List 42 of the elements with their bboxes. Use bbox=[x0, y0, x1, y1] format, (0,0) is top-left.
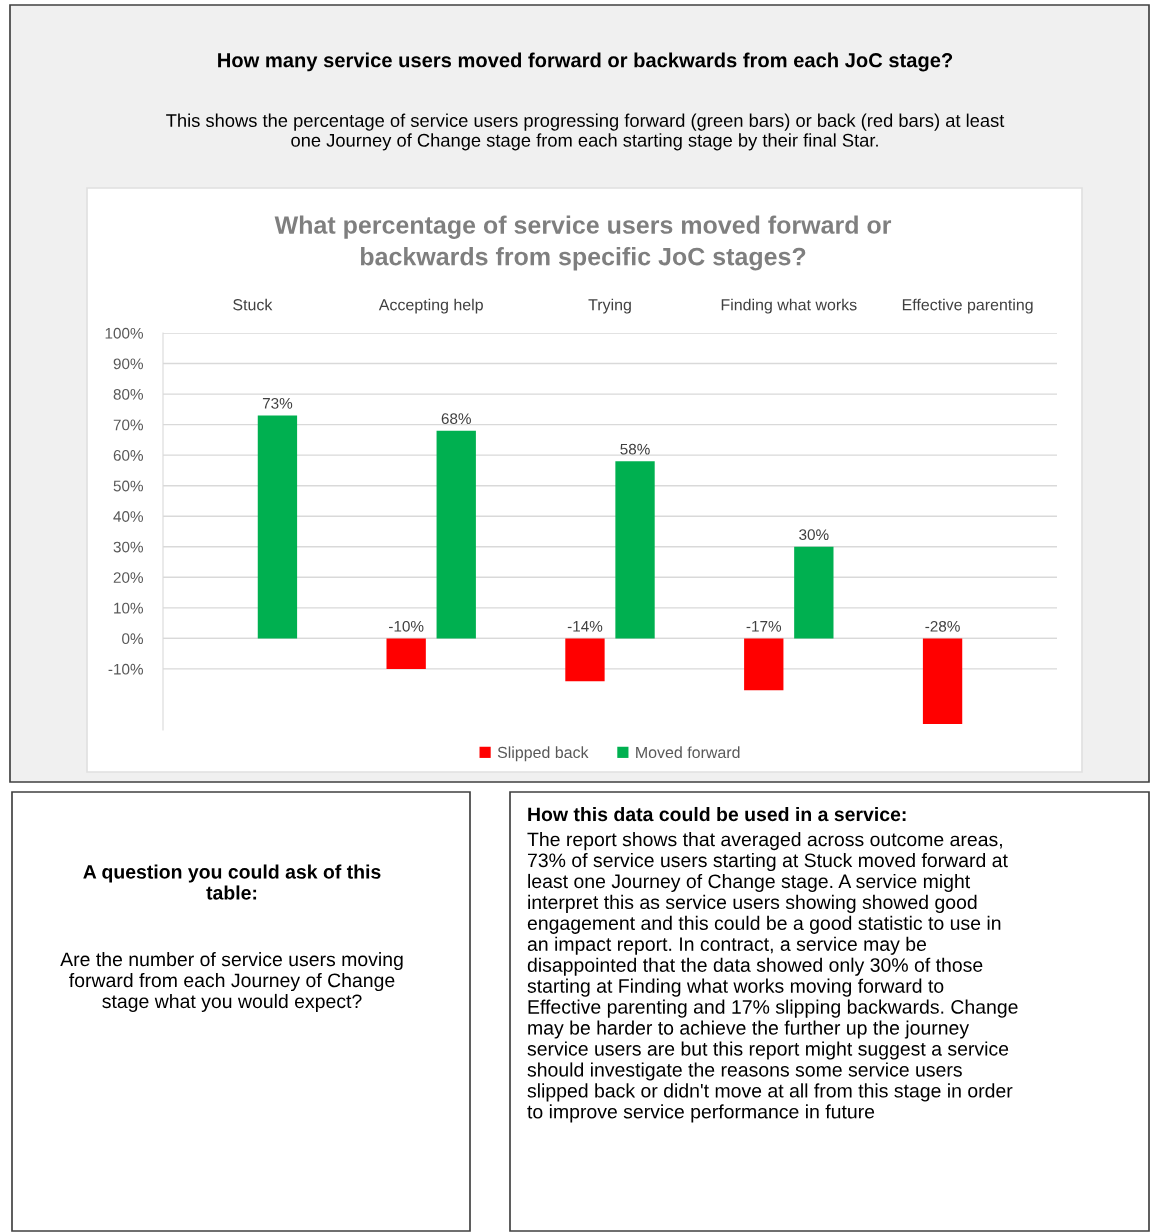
text: This shows the percentage of service users progressing forward (green bars) or back (red bars) at least one Journey of Change stage from each starting stage by their final Star. bbox=[166, 113, 1005, 151]
text: Are the number of service users moving forward from each Journey of Change stage what you would expect? bbox=[60, 951, 403, 1013]
y-tick-label: 10% bbox=[114, 602, 144, 614]
y-tick-label: 90% bbox=[113, 358, 144, 370]
data-label: 58% bbox=[620, 443, 650, 455]
x-tick-label: Stuck bbox=[233, 298, 273, 311]
data-label: -14% bbox=[567, 620, 603, 632]
y-tick-label: 60% bbox=[113, 450, 144, 461]
legend-label: Moved forward bbox=[636, 746, 740, 759]
y-tick-label: 100% bbox=[105, 327, 144, 339]
data-label: -10% bbox=[389, 620, 424, 632]
x-tick-label: Effective parenting bbox=[902, 298, 1033, 314]
data-label: 30% bbox=[799, 529, 829, 541]
legend-label: Slipped back bbox=[497, 746, 589, 762]
bar bbox=[794, 546, 834, 639]
data-label: 68% bbox=[441, 413, 471, 425]
y-tick-label: 0% bbox=[122, 633, 144, 645]
y-tick-label: 70% bbox=[113, 419, 144, 431]
text: How many service users moved forward or backwards from each JoC stage? bbox=[218, 52, 953, 72]
bar bbox=[744, 638, 784, 691]
y-tick-label: 50% bbox=[113, 480, 144, 492]
y-tick-label: 40% bbox=[113, 511, 144, 522]
text: The report shows that averaged across outcome areas, 73% of service users starting at Stuck moved forward at least one Journey of Change stage. A service might interpret this as service users showing showed good engagement and this could be a good statistic to use in an impact report. In contract, a service may be disappointed that the data showed only 30% of those starting at Finding what works moving forward to Effective parenting and 17% slipping backwards. Change may be harder to achieve the further up the journey service users are but this report might suggest a service should investigate the reasons some service users slipped back or didn't move at all from this stage in order to improve service performance in future bbox=[527, 832, 1018, 1123]
text: A question you could ask of this table: bbox=[83, 864, 381, 900]
y-tick-label: 80% bbox=[113, 388, 144, 400]
data-label: 73% bbox=[262, 397, 293, 409]
data-label: -17% bbox=[746, 620, 782, 632]
x-tick-label: Trying bbox=[588, 298, 631, 314]
y-tick-label: 30% bbox=[113, 541, 144, 553]
x-tick-label: Finding what works bbox=[721, 298, 857, 314]
chart-title: What percentage of service users moved forward or backwards from specific JoC stages? bbox=[274, 215, 892, 271]
data-label: -28% bbox=[925, 620, 960, 632]
bar bbox=[386, 638, 426, 669]
bar bbox=[615, 461, 655, 639]
bar bbox=[565, 638, 605, 682]
bar bbox=[257, 415, 298, 639]
y-tick-label: 20% bbox=[113, 572, 144, 583]
bar bbox=[436, 430, 476, 639]
bar bbox=[922, 638, 963, 724]
x-tick-label: Accepting help bbox=[378, 298, 483, 314]
text: How this data could be used in a service: bbox=[528, 806, 906, 822]
y-tick-label: -10% bbox=[108, 663, 144, 675]
